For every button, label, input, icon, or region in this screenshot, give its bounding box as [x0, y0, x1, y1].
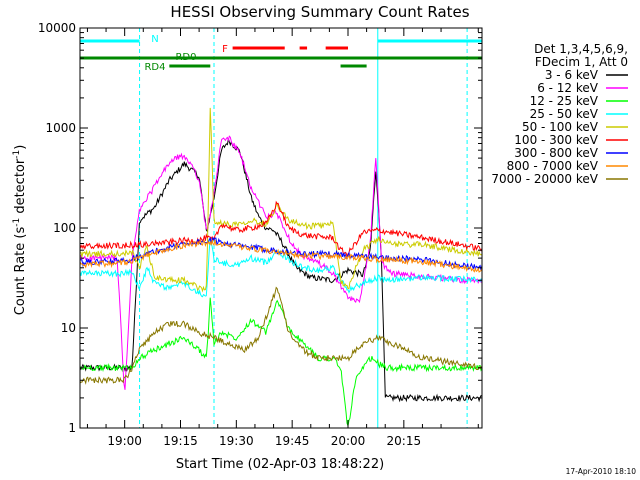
- flag-label-n: N: [151, 34, 158, 45]
- legend-header-2: FDecim 1, Att 0: [535, 55, 628, 69]
- series-800-7000-kev: [79, 239, 483, 273]
- x-tick-label-20-15: 20:15: [387, 434, 422, 448]
- flag-label-rd0: RD0: [175, 52, 196, 63]
- flag-label-rd4: RD4: [144, 62, 165, 73]
- x-tick-label-19-45: 19:45: [275, 434, 310, 448]
- y-axis-label-sup: -1: [12, 218, 22, 227]
- series-3-6-kev: [79, 138, 483, 403]
- y-axis-label-prefix: Count Rate (s: [13, 227, 28, 316]
- legend-label-7000-20000-kev: 7000 - 20000 keV: [491, 172, 598, 186]
- flag-label-f: F: [222, 44, 228, 55]
- legend-label-6-12-kev: 6 - 12 keV: [537, 81, 599, 95]
- y-axis-label-suffix: ): [13, 145, 28, 150]
- x-axis-label: Start Time (02-Apr-03 18:48:22): [176, 457, 384, 472]
- series-50-100-kev: [79, 107, 483, 293]
- legend-header-1: Det 1,3,4,5,6,9,: [534, 42, 628, 56]
- series-group: [79, 107, 483, 428]
- legend-label-50-100-kev: 50 - 100 keV: [522, 120, 599, 134]
- y-axis-label: Count Rate (s-1 detector-1): [12, 145, 28, 316]
- legend-label-100-300-kev: 100 - 300 keV: [514, 133, 598, 147]
- series-25-50-kev: [79, 238, 483, 298]
- y-tick-label-1000: 1000: [45, 121, 76, 135]
- series-6-12-kev: [79, 135, 483, 390]
- y-tick-label-100: 100: [53, 221, 76, 235]
- legend: Det 1,3,4,5,6,9, FDecim 1, Att 0 3 - 6 k…: [491, 42, 628, 186]
- legend-label-800-7000-kev: 800 - 7000 keV: [507, 159, 599, 173]
- y-axis-label-mid: detector: [13, 158, 28, 218]
- flag-bars: N F RD0 RD4: [80, 34, 482, 73]
- legend-label-12-25-kev: 12 - 25 keV: [530, 94, 599, 108]
- series-7000-20000-kev: [79, 286, 483, 385]
- legend-label-3-6-kev: 3 - 6 keV: [545, 68, 599, 82]
- x-tick-label-19-30: 19:30: [219, 434, 254, 448]
- plot-frame: [79, 27, 483, 429]
- x-tick-label-19-00: 19:00: [107, 434, 142, 448]
- legend-label-25-50-kev: 25 - 50 keV: [530, 107, 599, 121]
- chart-title: HESSI Observing Summary Count Rates: [170, 3, 469, 21]
- y-tick-label-10: 10: [61, 321, 76, 335]
- x-tick-label-19-15: 19:15: [163, 434, 198, 448]
- legend-label-300-800-kev: 300 - 800 keV: [514, 146, 598, 160]
- y-tick-label-10000: 10000: [38, 21, 76, 35]
- series-100-300-kev: [79, 200, 483, 258]
- y-axis-label-sup-2: -1: [12, 150, 22, 159]
- x-tick-label-20-00: 20:00: [331, 434, 366, 448]
- footer-timestamp: 17-Apr-2010 18:10: [566, 467, 637, 476]
- axes: 19:00 19:15 19:30 19:45 20:00 20:15 1 10 100 1000…: [38, 21, 482, 448]
- y-tick-label-1: 1: [68, 421, 76, 435]
- series-12-25-kev: [79, 297, 483, 428]
